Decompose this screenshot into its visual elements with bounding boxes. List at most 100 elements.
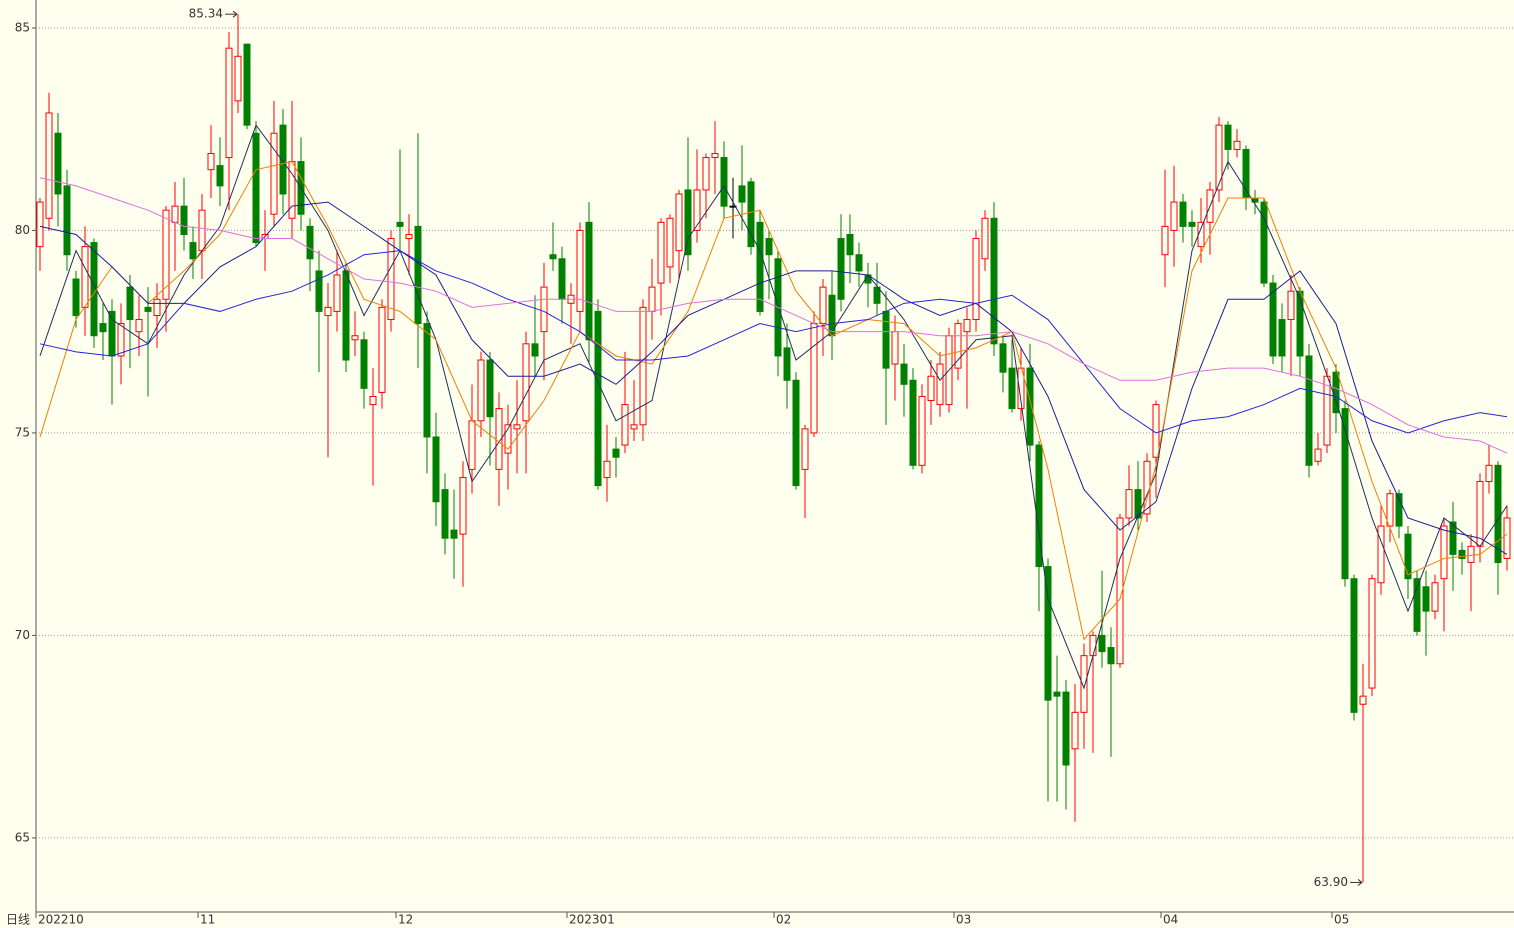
candle-body (1458, 549, 1466, 559)
x-tick-label: 12 (398, 913, 413, 927)
candle-body (1467, 545, 1475, 564)
candle-body (450, 529, 458, 539)
ma-line (39, 201, 1508, 555)
candle-body (153, 298, 161, 316)
annotation-arrowhead (232, 10, 238, 18)
candle-body (234, 55, 242, 102)
candle-body (1125, 489, 1133, 519)
candle-body (1413, 578, 1421, 632)
candle-body (1053, 691, 1061, 697)
candle-body (162, 209, 170, 300)
candle-body (270, 132, 278, 215)
candle-body (792, 379, 800, 487)
candle-body (720, 157, 728, 207)
candle-body (936, 363, 944, 406)
candle-body (171, 205, 179, 223)
candle-body (126, 286, 134, 321)
candle-body (36, 201, 44, 248)
y-tick-label: 70 (15, 628, 30, 642)
candle-body (45, 112, 53, 219)
candle-body (1197, 221, 1205, 248)
candle-body (603, 460, 611, 478)
candle-body (630, 424, 638, 430)
candle-body (783, 347, 791, 381)
candle-body (900, 363, 908, 385)
annotation-arrowhead (1357, 879, 1363, 886)
y-tick-label: 65 (15, 830, 30, 844)
candle-body (954, 323, 962, 369)
candle-body (1341, 408, 1349, 580)
x-tick-label: 04 (1163, 913, 1178, 927)
candle-body (1071, 711, 1079, 750)
candle-body (360, 339, 368, 389)
candle-body (1233, 140, 1241, 150)
candle-body (1377, 525, 1385, 584)
candle-body (243, 43, 251, 126)
candle-body (1350, 578, 1358, 713)
candle-body (1080, 655, 1088, 713)
candle-body (648, 286, 656, 312)
candle-body (99, 323, 107, 333)
candle-body (1395, 493, 1403, 527)
candle-body (1008, 367, 1016, 410)
candle-body (180, 205, 188, 235)
candle-body (882, 310, 890, 369)
candle-body (423, 323, 431, 438)
candle-body (612, 448, 620, 458)
candle-body (225, 47, 233, 159)
candle-body (819, 286, 827, 325)
candle-body (1386, 493, 1394, 527)
candle-body (990, 217, 998, 345)
candle-body (756, 221, 764, 312)
x-tick-label: 02 (776, 913, 791, 927)
ma-line (39, 124, 1508, 690)
candle-body (252, 132, 260, 244)
candle-body (1269, 282, 1277, 357)
candle-body (108, 310, 116, 357)
candle-body (1089, 634, 1097, 657)
candle-body (351, 335, 359, 341)
candle-body (315, 270, 323, 312)
candle-body (432, 436, 440, 503)
candle-body (513, 424, 521, 430)
candle-body (1161, 225, 1169, 256)
candle-body (738, 185, 746, 203)
candle-body (981, 217, 989, 260)
x-tick-label: 05 (1334, 913, 1349, 927)
candle-body (1098, 634, 1106, 653)
candle-body (558, 258, 566, 300)
candle-body (666, 217, 674, 268)
candle-body (873, 286, 881, 304)
candle-body (396, 221, 404, 227)
candle-body (144, 306, 152, 312)
x-tick-label: 202210 (38, 913, 84, 927)
candle-body (549, 254, 557, 260)
candle-body (846, 233, 854, 256)
candle-body (1449, 521, 1457, 555)
candle-body (702, 157, 710, 191)
candle-body (54, 132, 62, 195)
annotation: 63.90 (1314, 875, 1348, 889)
candle-body (531, 343, 539, 357)
candle-body (657, 221, 665, 284)
candle-body (747, 181, 755, 248)
y-tick-label: 80 (15, 223, 30, 237)
candle-body (414, 225, 422, 325)
candle-body (342, 270, 350, 361)
candle-body (684, 189, 692, 256)
candle-body (1224, 124, 1232, 150)
candle-body (1431, 582, 1439, 612)
candle-body (576, 229, 584, 312)
candle-body (711, 152, 719, 159)
candle-body (1440, 525, 1448, 580)
candle-body (999, 343, 1007, 373)
candle-body (1017, 367, 1025, 410)
candle-body (333, 274, 341, 312)
candle-body (1314, 448, 1322, 462)
candle-body (1044, 566, 1052, 701)
x-tick-label: 11 (200, 913, 215, 927)
candle-body (639, 306, 647, 426)
